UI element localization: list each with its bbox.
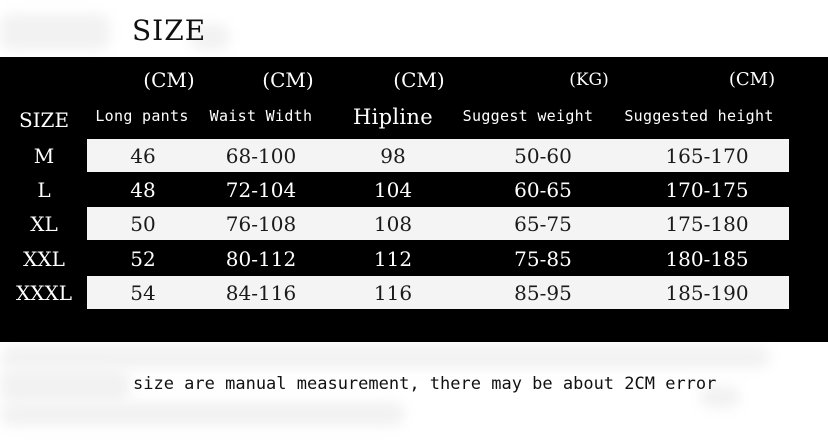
table-cell: 60-65	[514, 178, 572, 202]
size-cell: M	[33, 144, 55, 168]
table-cell: 76-108	[225, 212, 297, 236]
row-band	[87, 207, 789, 240]
blur-patch	[0, 14, 110, 50]
measurement-note: size are manual measurement, there may b…	[133, 374, 717, 394]
table-cell: 85-95	[514, 281, 572, 305]
column-header: Suggested height	[624, 107, 774, 125]
column-header: Waist Width	[209, 107, 313, 125]
blur-patch	[0, 368, 130, 402]
table-row: XXXL 54 84-116 116 85-95 185-190	[0, 276, 828, 309]
unit-label: (CM)	[262, 68, 314, 92]
table-cell: 84-116	[225, 281, 297, 305]
page-title: SIZE	[132, 14, 207, 47]
table-cell: 65-75	[514, 212, 572, 236]
table-cell: 72-104	[225, 178, 297, 202]
size-cell: XXXL	[16, 281, 72, 305]
table-cell: 165-170	[665, 144, 749, 168]
size-cell: XL	[30, 212, 58, 236]
blur-patch	[0, 402, 405, 426]
blur-patch	[700, 386, 740, 408]
table-cell: 98	[380, 144, 406, 168]
row-band	[87, 139, 789, 172]
table-cell: 180-185	[665, 247, 749, 271]
table-cell: 48	[130, 178, 156, 202]
blur-patch	[190, 24, 230, 50]
table-row: M 46 68-100 98 50-60 165-170	[0, 139, 828, 172]
column-header: Long pants	[95, 107, 189, 125]
row-band	[87, 276, 789, 309]
size-chart-table: (CM) (CM) (CM) (KG) (CM) SIZE Long pants…	[0, 57, 828, 342]
unit-label: (KG)	[569, 70, 609, 90]
unit-label: (CM)	[143, 68, 195, 92]
table-cell: 68-100	[225, 144, 297, 168]
column-header: Suggest weight	[462, 107, 594, 125]
table-cell: 108	[373, 212, 413, 236]
table-row: L 48 72-104 104 60-65 170-175	[0, 173, 828, 206]
size-cell: L	[37, 178, 51, 202]
table-cell: 116	[373, 281, 413, 305]
table-row: XXL 52 80-112 112 75-85 180-185	[0, 242, 828, 275]
unit-label: (CM)	[728, 69, 776, 90]
table-cell: 112	[373, 247, 413, 271]
table-row: XL 50 76-108 108 65-75 175-180	[0, 207, 828, 240]
table-cell: 50-60	[514, 144, 572, 168]
table-cell: 175-180	[665, 212, 749, 236]
table-cell: 170-175	[665, 178, 749, 202]
table-cell: 104	[373, 178, 413, 202]
column-header: Hipline	[353, 105, 433, 129]
blur-patch	[0, 346, 770, 368]
table-cell: 80-112	[225, 247, 297, 271]
table-cell: 75-85	[514, 247, 572, 271]
size-cell: XXL	[23, 247, 65, 271]
table-cell: 185-190	[665, 281, 749, 305]
table-cell: 50	[130, 212, 156, 236]
table-cell: 46	[130, 144, 156, 168]
unit-label: (CM)	[393, 68, 445, 92]
table-cell: 54	[130, 281, 156, 305]
size-column-header: SIZE	[18, 108, 70, 132]
table-cell: 52	[130, 247, 156, 271]
